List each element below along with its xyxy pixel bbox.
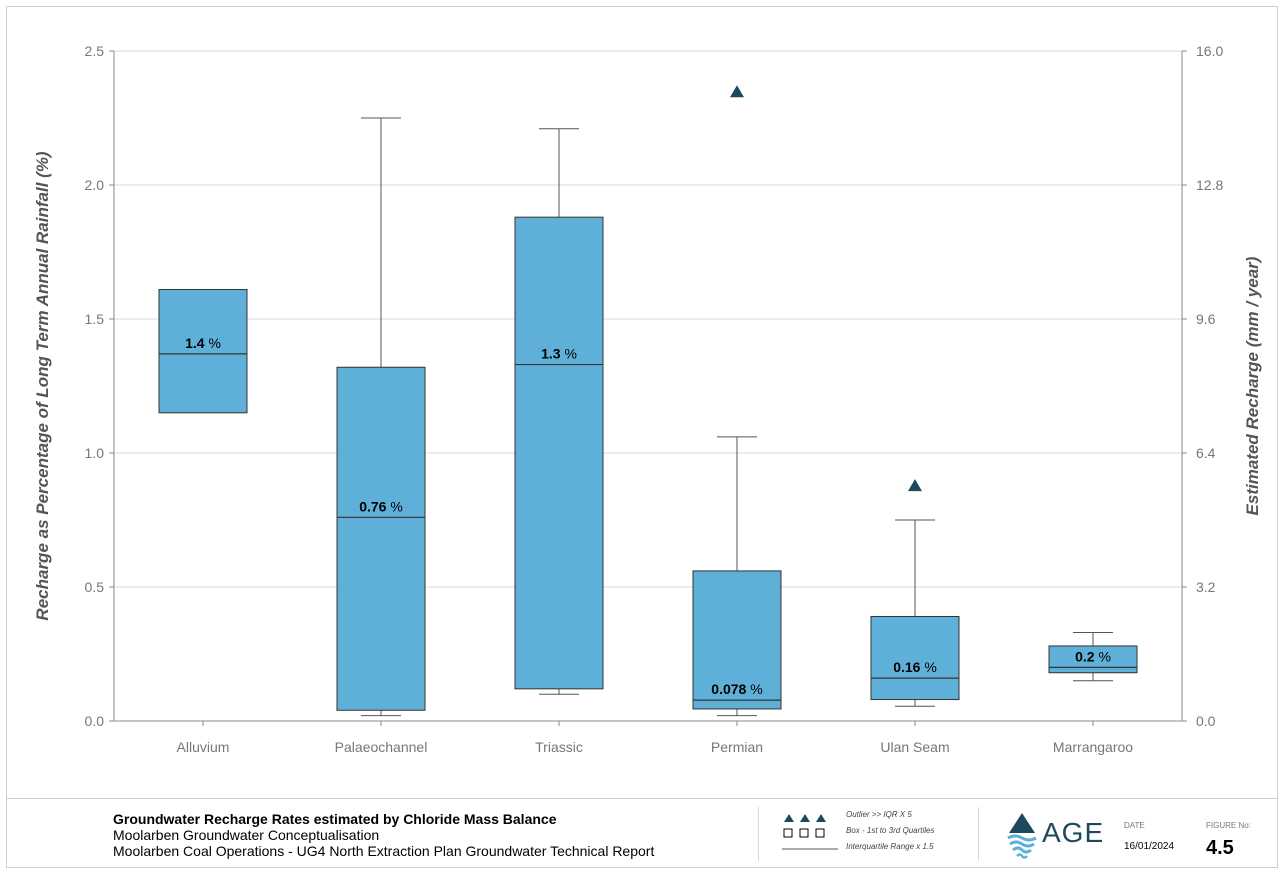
x-tick-label: Ulan Seam	[880, 739, 949, 755]
footer-divider	[758, 807, 759, 861]
labels: 1.4 %0.76 %1.3 %0.078 %0.16 %0.2 %	[185, 335, 1111, 697]
y2-tick-label: 3.2	[1196, 579, 1216, 595]
y2-tick-label: 0.0	[1196, 713, 1216, 729]
median-unit: %	[920, 659, 936, 675]
x-tick-label: Alluvium	[177, 739, 230, 755]
legend-outlier-text: Outlier >> IQR X 5	[846, 810, 912, 819]
outlier-marker	[908, 479, 922, 492]
logo-text: AGE	[1042, 817, 1105, 848]
median-unit: %	[561, 346, 577, 362]
boxes	[158, 85, 1138, 717]
box-iqr	[336, 366, 426, 711]
median-unit: %	[1095, 648, 1111, 664]
x-tick-label: Permian	[711, 739, 763, 755]
page-frame	[6, 6, 1278, 868]
box-alluvium	[158, 289, 248, 414]
box-iqr	[158, 289, 248, 414]
figure-subtitle-1: Moolarben Groundwater Conceptualisation	[113, 827, 380, 843]
median-unit: %	[205, 335, 221, 351]
box-iqr	[692, 570, 782, 710]
figure-title: Groundwater Recharge Rates estimated by …	[113, 811, 557, 827]
gridlines	[114, 50, 1182, 588]
median-label: 1.3 %	[541, 346, 577, 362]
box-iqr	[1048, 645, 1138, 674]
box-triassic	[514, 128, 604, 695]
y-tick-label: 1.0	[85, 445, 105, 461]
x-tick-label: Marrangaroo	[1053, 739, 1133, 755]
box-marrangaroo	[1048, 632, 1138, 682]
box-permian	[692, 85, 782, 717]
figure-number-label: FIGURE No:	[1206, 821, 1251, 830]
median-label: 0.76 %	[359, 498, 403, 514]
median-label: 0.078 %	[711, 681, 762, 697]
legend-box-text: Box - 1st to 3rd Quartiles	[846, 826, 935, 835]
median-value: 0.078	[711, 681, 746, 697]
whisker-line-icon	[782, 848, 838, 850]
figure-title-block: Groundwater Recharge Rates estimated by …	[113, 811, 654, 859]
x-tick-label: Palaeochannel	[335, 739, 428, 755]
legend-whisker-text: Interquartile Range x 1.5	[846, 842, 934, 851]
y-axis-title: Recharge as Percentage of Long Term Annu…	[33, 151, 52, 621]
median-value: 0.16	[893, 659, 920, 675]
median-value: 0.76	[359, 498, 386, 514]
y-tick-label: 2.0	[85, 177, 105, 193]
y-tick-label: 0.5	[85, 579, 105, 595]
y2-tick-label: 16.0	[1196, 43, 1223, 59]
box-plot-chart: 0.0 0.5 1.0 1.5 2.0 2.5 0.0 3.2 6.4 9.6 12.8 16.0 Re…	[33, 43, 1262, 755]
y2-axis-title: Estimated Recharge (mm / year)	[1243, 256, 1262, 515]
y2-tick-label: 9.6	[1196, 311, 1216, 327]
median-value: 1.4	[185, 335, 205, 351]
date-label: DATE	[1124, 821, 1145, 830]
legend: Outlier >> IQR X 5 Box - 1st to 3rd Quar…	[782, 807, 1002, 861]
date-value: 16/01/2024	[1124, 841, 1175, 852]
outlier-marker	[730, 85, 744, 98]
footer-divider	[978, 807, 979, 861]
figure-number: 4.5	[1206, 837, 1234, 859]
box-iqr	[514, 216, 604, 690]
y-tick-label: 2.5	[85, 43, 105, 59]
box-square-icon	[783, 828, 825, 838]
median-label: 0.16 %	[893, 659, 937, 675]
median-unit: %	[386, 498, 402, 514]
outlier-triangle-icon	[784, 814, 826, 822]
figure-subtitle-2: Moolarben Coal Operations - UG4 North Ex…	[113, 843, 655, 859]
figure-footer: Groundwater Recharge Rates estimated by …	[6, 798, 1278, 868]
median-label: 0.2 %	[1075, 648, 1111, 664]
median-value: 1.3	[541, 346, 561, 362]
box-palaeochannel	[336, 117, 426, 717]
box-ulan-seam	[870, 479, 960, 707]
water-drop-logo-icon	[1007, 813, 1037, 859]
box-iqr	[870, 615, 960, 701]
y-tick-label: 0.0	[85, 713, 105, 729]
age-logo: AGE	[1002, 811, 1112, 859]
x-tick-label: Triassic	[535, 739, 583, 755]
y2-tick-label: 12.8	[1196, 177, 1223, 193]
y2-tick-label: 6.4	[1196, 445, 1216, 461]
y-tick-label: 1.5	[85, 311, 105, 327]
median-unit: %	[746, 681, 762, 697]
median-label: 1.4 %	[185, 335, 221, 351]
median-value: 0.2	[1075, 648, 1095, 664]
axes: 0.0 0.5 1.0 1.5 2.0 2.5 0.0 3.2 6.4 9.6 12.8 16.0 Re…	[33, 43, 1262, 755]
